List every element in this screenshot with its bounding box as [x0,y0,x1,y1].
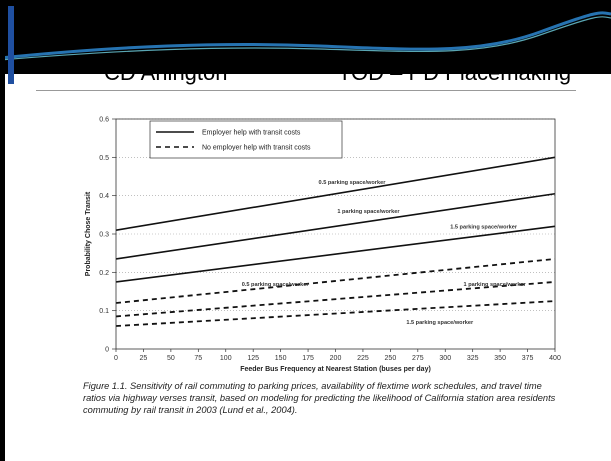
series-line [115,281,556,318]
x-tick-label: 400 [549,355,561,362]
series-line [115,156,556,231]
y-tick-label: 0.6 [99,117,109,124]
slide-banner [0,0,611,74]
axes [112,118,556,352]
y-tick-label: 0.3 [99,232,109,239]
x-tick-label: 125 [247,355,259,362]
series-line [115,192,556,260]
y-tick-label: 0 [105,347,109,354]
x-tick-label: 275 [412,355,424,362]
y-tick-label: 0.4 [99,193,109,200]
x-tick-label: 25 [140,355,148,362]
x-tick-label: 100 [220,355,232,362]
series-lines [115,156,556,327]
curve-label: 1 parking space/worker [337,209,400,215]
x-tick-label: 200 [330,355,342,362]
curve-label: 0.5 parking space/worker [319,180,387,186]
wave-decoration [0,11,611,61]
legend-box [149,120,343,159]
y-tick-label: 0.2 [99,270,109,277]
curve-label: 1.5 parking space/worker [450,224,518,230]
y-tick-label: 0.5 [99,155,109,162]
x-tick-label: 375 [522,355,534,362]
series-line [115,300,556,327]
tick-labels: 0 0.1 0.2 0.3 0.4 0.5 0.6 0 25 50 75 100 125 150 175 20… [99,117,561,363]
curve-label: 1.5 parking space/worker [406,320,474,326]
y-axis-title: Probability Chose Transit [85,191,92,276]
figure-caption: Figure 1.1. Sensitivity of rail commutin… [83,381,556,415]
title-rule [36,90,576,91]
x-tick-label: 175 [302,355,314,362]
x-tick-label: 250 [385,355,397,362]
x-tick-label: 50 [167,355,175,362]
curve-label: 1 parking space/worker [464,282,527,288]
legend-label: No employer help with transit costs [202,145,311,152]
left-accent [8,6,14,84]
curve-labels: 0.5 parking space/worker 1 parking space/… [242,180,527,326]
legend-label: Employer help with transit costs [202,130,301,137]
x-tick-label: 75 [194,355,202,362]
slide-title-right: TOD – PD Placemaking [338,60,572,85]
left-bar [0,0,5,461]
series-line [115,225,556,283]
legend: Employer help with transit costs No emplo… [149,120,343,159]
series-line [115,258,556,304]
x-tick-label: 300 [439,355,451,362]
x-axis-title: Feeder Bus Frequency at Nearest Station … [240,366,431,373]
slide-title-left: CD Arlington [104,60,228,85]
plot-frame [115,118,556,350]
x-tick-label: 225 [357,355,369,362]
x-tick-label: 150 [275,355,287,362]
x-tick-label: 325 [467,355,479,362]
curve-label: 0.5 parking space/worker [242,282,310,288]
y-tick-label: 0.1 [99,308,109,315]
x-tick-label: 0 [114,355,118,362]
x-tick-label: 350 [494,355,506,362]
